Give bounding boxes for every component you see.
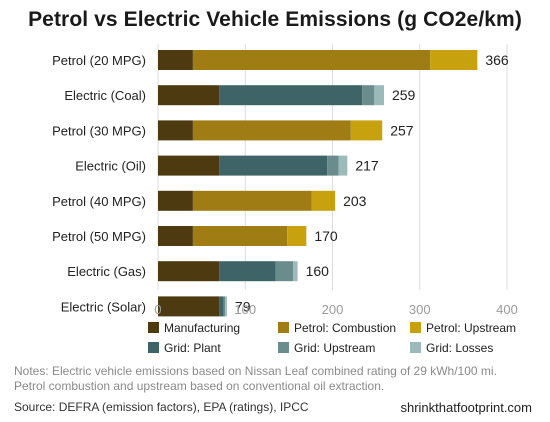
category-label: Electric (Coal) [64, 88, 146, 103]
category-label: Electric (Gas) [67, 264, 146, 279]
chart-svg: Petrol (20 MPG) 366 Electric (Coal) 259 Petr… [52, 44, 518, 355]
chart-notes: Notes: Electric vehicle emissions based … [14, 364, 497, 393]
bar-segment [350, 120, 383, 141]
bar-segment [192, 190, 312, 211]
total-value-label: 217 [355, 158, 379, 174]
bar-segment [219, 296, 224, 317]
bar-segment [311, 190, 336, 211]
bar-segment [327, 155, 339, 176]
legend-swatch [278, 322, 289, 333]
category-label: Electric (Solar) [61, 299, 146, 314]
legend-swatch [278, 342, 289, 353]
bar-segment [338, 155, 348, 176]
total-value-label: 160 [306, 263, 330, 279]
bar-segment [158, 190, 193, 211]
bar-segment [158, 85, 220, 106]
bar-segment [219, 85, 363, 106]
x-tick-label: 200 [322, 302, 344, 317]
legend-label: Manufacturing [164, 321, 240, 335]
legend-swatch [410, 322, 421, 333]
legend-label: Petrol: Combustion [294, 321, 396, 335]
bar-segment [223, 296, 226, 317]
legend-label: Petrol: Upstream [426, 321, 516, 335]
total-value-label: 366 [485, 52, 509, 68]
category-label: Electric (Oil) [75, 159, 146, 174]
bar-segment [158, 296, 220, 317]
bar-segment [275, 261, 294, 282]
category-label: Petrol (40 MPG) [52, 194, 146, 209]
bar-segment [158, 226, 193, 246]
legend-swatch [148, 322, 159, 333]
bar-segment [192, 226, 288, 246]
website-credit: shrinkthatfootprint.com [400, 400, 532, 415]
total-value-label: 79 [235, 298, 251, 314]
bar-segment [362, 85, 375, 106]
category-label: Petrol (50 MPG) [52, 229, 146, 244]
bar-segment [219, 261, 276, 282]
bar-segment [293, 261, 298, 282]
total-value-label: 170 [314, 228, 338, 244]
bar-segment [287, 226, 307, 246]
bar-segment [192, 120, 351, 141]
total-value-label: 257 [390, 122, 414, 138]
bar-segment [192, 50, 431, 70]
bar-segment [225, 296, 227, 317]
legend-label: Grid: Losses [426, 341, 493, 355]
bar-segment [158, 261, 220, 282]
x-tick-label: 300 [409, 302, 431, 317]
bar-segment [219, 155, 328, 176]
x-tick-label: 400 [496, 302, 518, 317]
legend-label: Grid: Upstream [294, 341, 375, 355]
bar-segment [158, 155, 220, 176]
bar-segment [430, 50, 478, 70]
legend-swatch [410, 342, 421, 353]
total-value-label: 259 [392, 87, 416, 103]
legend-swatch [148, 342, 159, 353]
total-value-label: 203 [343, 193, 367, 209]
chart-source: Source: DEFRA (emission factors), EPA (r… [14, 400, 309, 414]
x-tick-label: 0 [154, 302, 161, 317]
category-label: Petrol (20 MPG) [52, 53, 146, 68]
bar-segment [158, 120, 193, 141]
bar-segment [158, 50, 193, 70]
legend-label: Grid: Plant [164, 341, 221, 355]
chart-title: Petrol vs Electric Vehicle Emissions (g … [28, 8, 522, 31]
bar-segment [374, 85, 384, 106]
x-tick-label: 100 [234, 302, 256, 317]
category-label: Petrol (30 MPG) [52, 123, 146, 138]
